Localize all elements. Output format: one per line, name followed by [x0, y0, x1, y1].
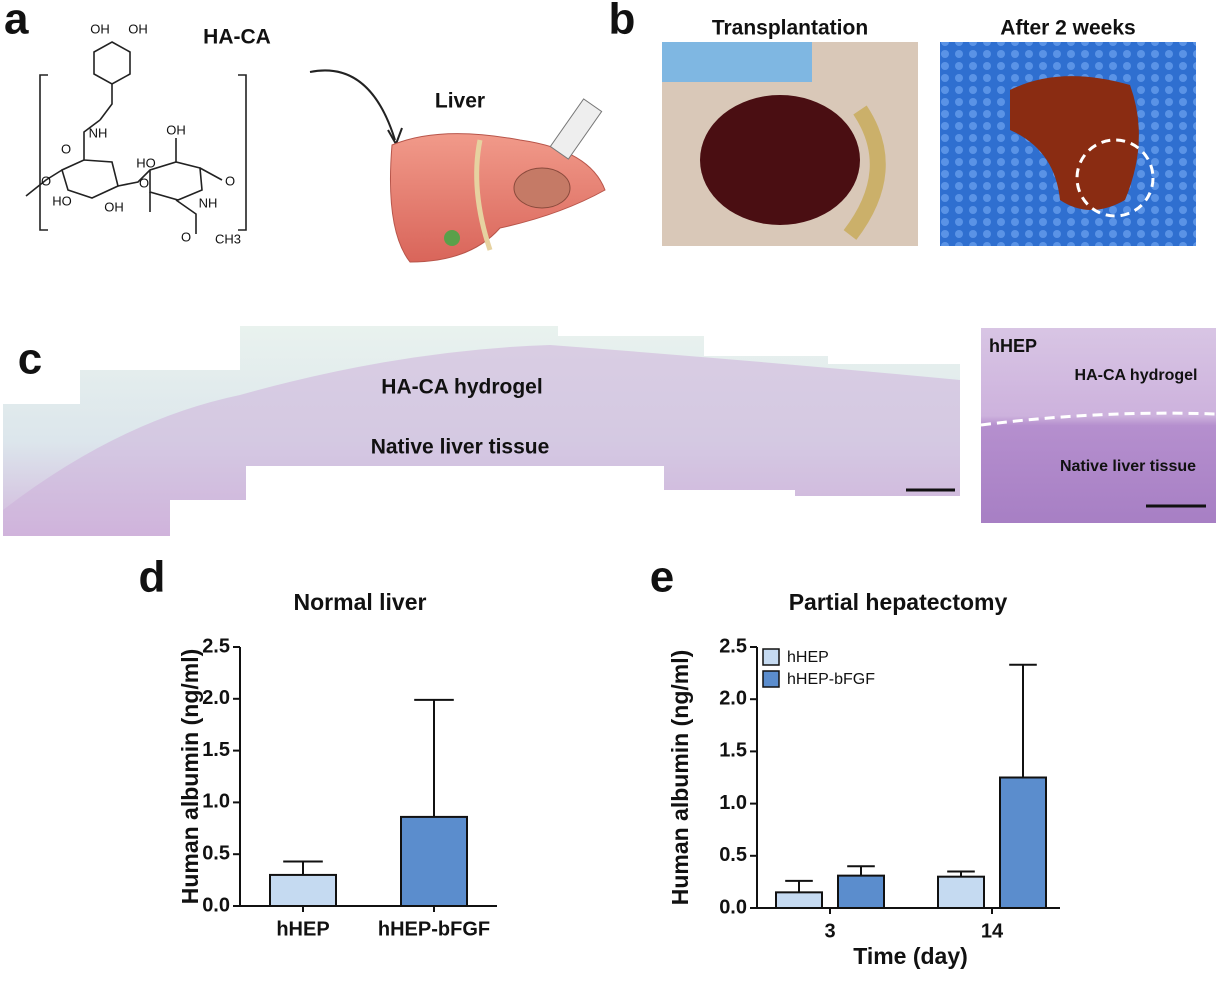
- panel-label: b: [609, 0, 636, 44]
- chem-label: OH: [104, 199, 124, 214]
- panel-label: e: [650, 553, 674, 602]
- chart-title: Partial hepatectomy: [789, 589, 1008, 615]
- chem-label: OH: [90, 21, 110, 36]
- injection-site: [513, 167, 571, 209]
- y-tick-label: 1.0: [719, 792, 747, 814]
- chem-label: CH3: [215, 231, 241, 246]
- y-tick-label: 0.5: [202, 842, 230, 864]
- y-tick-label: 2.0: [719, 687, 747, 709]
- histology-inset: [981, 328, 1216, 523]
- x-tick-label: hHEP: [276, 918, 329, 940]
- x-tick-label: 3: [824, 920, 835, 942]
- chem-label: NH: [89, 125, 108, 140]
- tissue-layer: [3, 345, 960, 536]
- drape: [662, 42, 812, 82]
- dashed-circle: [1075, 138, 1155, 218]
- panel-label: c: [18, 335, 42, 384]
- y-tick-label: 0.0: [202, 894, 230, 916]
- organ-label: Liver: [435, 90, 485, 113]
- inset-title: hHEP: [989, 336, 1037, 356]
- y-tick-label: 2.5: [202, 635, 230, 657]
- chem-label: O: [225, 173, 235, 188]
- region-label: HA-CA hydrogel: [381, 376, 542, 399]
- y-tick-label: 0.5: [719, 844, 747, 866]
- region-label: Native liver tissue: [1060, 458, 1196, 475]
- bar: [837, 874, 885, 909]
- gallbladder: [444, 230, 460, 246]
- y-axis-label: Human albumin (ng/ml): [667, 650, 693, 906]
- boundary: [980, 411, 1217, 427]
- region-label: Native liver tissue: [371, 436, 550, 459]
- liver: [390, 133, 606, 263]
- bar: [999, 776, 1047, 909]
- panel-label: d: [139, 553, 166, 602]
- liver-photo: [700, 95, 860, 225]
- y-tick-label: 2.0: [202, 687, 230, 709]
- panel-a: a HA-CA OH OH NH O O HO OH OH HO O O NH …: [4, 0, 606, 263]
- chem-label: O: [139, 175, 149, 190]
- compound-name: HA-CA: [203, 26, 271, 49]
- legend-label: hHEP: [787, 649, 829, 666]
- x-axis-label: Time (day): [853, 943, 968, 969]
- photo-title: After 2 weeks: [1000, 17, 1135, 40]
- tissue: [843, 105, 886, 240]
- panel-label: a: [4, 0, 29, 44]
- chem-label: NH: [199, 195, 218, 210]
- y-axis-label: Human albumin (ng/ml): [177, 649, 203, 905]
- ligament: [474, 139, 493, 251]
- y-tick-label: 1.5: [202, 739, 230, 761]
- syringe: [549, 98, 603, 160]
- panel-c: c HA-CA hydrogel Native liver tissue hHE…: [3, 326, 1217, 536]
- x-tick-label: 14: [981, 920, 1004, 942]
- y-tick-label: 1.0: [202, 791, 230, 813]
- legend-swatch: [762, 648, 780, 666]
- explant: [1010, 76, 1139, 210]
- region-label: HA-CA hydrogel: [1075, 367, 1198, 384]
- legend-label: hHEP-bFGF: [787, 671, 875, 688]
- bar: [937, 875, 985, 909]
- chem-label: O: [41, 173, 51, 188]
- photo-title: Transplantation: [712, 17, 868, 40]
- x-tick-label: hHEP-bFGF: [378, 918, 490, 940]
- bar: [269, 873, 337, 907]
- chem-label: OH: [128, 21, 148, 36]
- chem-label: OH: [166, 122, 186, 137]
- bar: [775, 891, 823, 910]
- arrow: [309, 69, 396, 141]
- chemical-structure: [25, 41, 247, 234]
- chem-label: O: [61, 141, 71, 156]
- chem-label: O: [181, 229, 191, 244]
- bar: [400, 815, 468, 907]
- chem-label: HO: [136, 155, 156, 170]
- y-tick-label: 0.0: [719, 896, 747, 918]
- y-tick-label: 1.5: [719, 740, 747, 762]
- panel-b: b Transplantation After 2 weeks: [609, 0, 1196, 246]
- chem-label: HO: [52, 193, 72, 208]
- chart-title: Normal liver: [294, 589, 427, 615]
- y-tick-label: 2.5: [719, 635, 747, 657]
- legend-swatch: [762, 670, 780, 688]
